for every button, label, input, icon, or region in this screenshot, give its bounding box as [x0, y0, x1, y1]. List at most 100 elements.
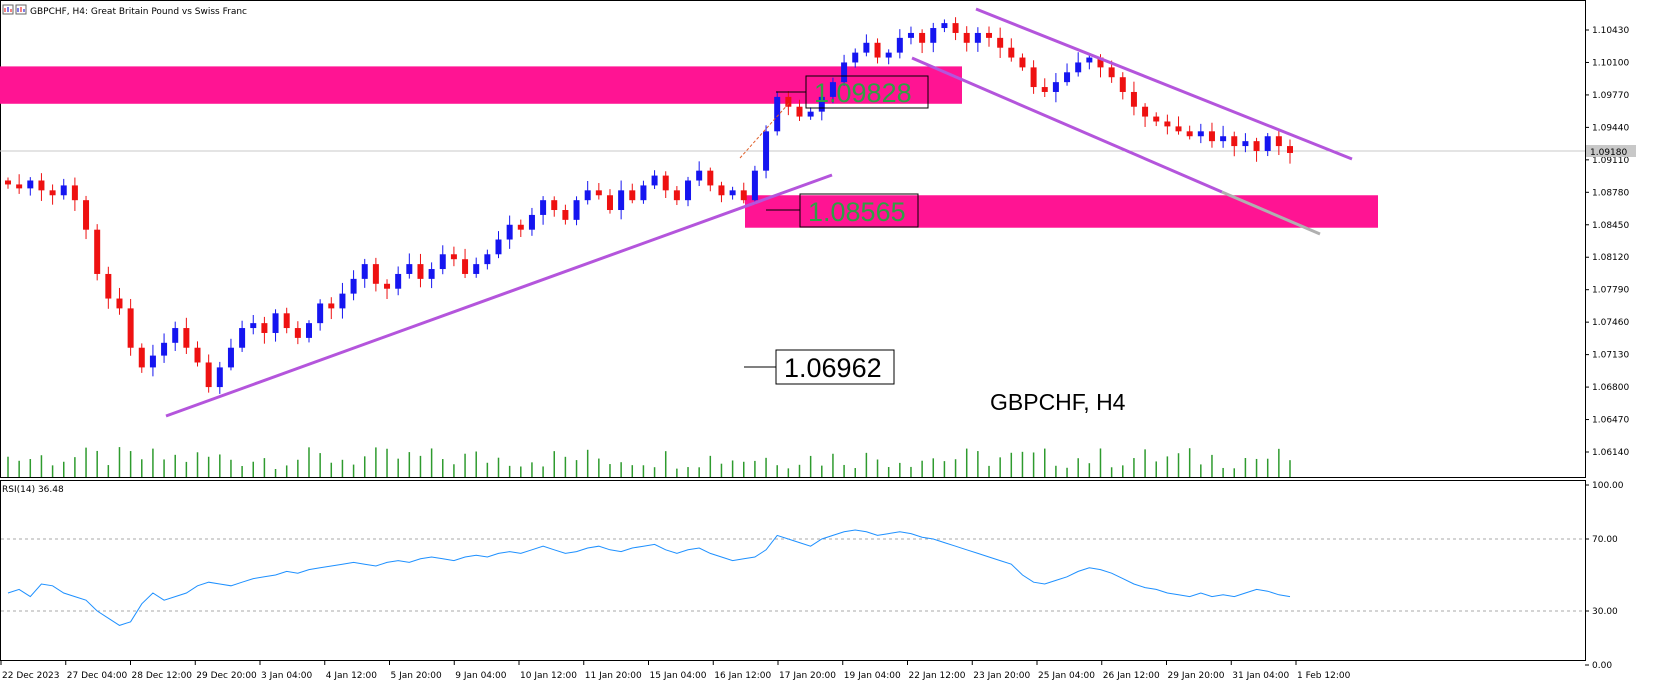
- chart-icon: [2, 4, 14, 15]
- candle-body: [216, 367, 223, 388]
- candle-body: [83, 200, 90, 230]
- price-label-3: 1.06962: [744, 349, 895, 385]
- y-tick-label: 1.09770: [1592, 91, 1629, 101]
- candle-body: [1153, 116, 1160, 122]
- chart-header: GBPCHF, H4: Great Britain Pound vs Swiss…: [2, 4, 247, 17]
- candle-body: [317, 303, 324, 324]
- candle-body: [484, 254, 491, 265]
- candle-body: [919, 32, 926, 43]
- candle-body: [194, 347, 201, 363]
- candle-body: [606, 195, 613, 211]
- candle-body: [863, 42, 870, 53]
- y-tick-label: 1.06800: [1592, 383, 1629, 393]
- y-tick-label: 1.09110: [1592, 156, 1629, 166]
- rsi-tick-label: 0.00: [1592, 661, 1612, 671]
- trendlines: [165, 7, 1353, 418]
- candle-body: [1086, 57, 1093, 63]
- candle-body: [785, 96, 792, 107]
- price-label-3-text: 1.06962: [784, 353, 882, 383]
- x-tick-label: 9 Jan 04:00: [455, 671, 507, 681]
- candle-body: [71, 185, 78, 201]
- candle-body: [651, 175, 658, 186]
- candle-body: [896, 37, 903, 53]
- candle-body: [406, 264, 413, 274]
- x-tick-label: 1 Feb 12:00: [1297, 671, 1351, 681]
- candle-body: [1119, 77, 1126, 92]
- candle-body: [763, 131, 770, 171]
- candle-body: [952, 23, 959, 33]
- y-tick-label: 1.07460: [1592, 318, 1629, 328]
- candle-body: [1175, 126, 1182, 132]
- candle-body: [540, 200, 547, 215]
- x-tick-label: 4 Jan 12:00: [326, 671, 378, 681]
- rsi-line: [7, 529, 1291, 626]
- candle-body: [272, 313, 279, 333]
- rsi-tick-label: 100.00: [1592, 481, 1624, 491]
- x-tick-label: 28 Dec 12:00: [132, 671, 193, 681]
- candle-body: [127, 308, 134, 348]
- candle-body: [885, 52, 892, 58]
- candle-body: [986, 32, 993, 38]
- candle-body: [428, 269, 435, 279]
- y-tick-label: 1.07790: [1592, 286, 1629, 296]
- candle-body: [450, 254, 457, 260]
- candle-body: [852, 52, 859, 63]
- x-tick-label: 29 Dec 20:00: [196, 671, 257, 681]
- x-tick-label: 22 Dec 2023: [2, 671, 60, 681]
- time-axis: 22 Dec 2023 27 Dec 04:00 28 Dec 12:00 29 De…: [0, 661, 1351, 681]
- candle-body: [250, 323, 257, 329]
- candle-body: [138, 347, 145, 368]
- candle-body: [551, 200, 558, 211]
- candle-body: [807, 111, 814, 117]
- channel-bottom-line: [911, 56, 1223, 194]
- candle-body: [1242, 141, 1249, 147]
- candle-body: [685, 180, 692, 201]
- candle-body: [629, 190, 636, 201]
- candle-body: [562, 210, 569, 220]
- candle-body: [974, 32, 981, 43]
- y-tick-label: 1.10100: [1592, 58, 1629, 68]
- candle-body: [528, 214, 535, 230]
- candle-body: [439, 254, 446, 270]
- rsi-label: RSI(14) 36.48: [2, 485, 64, 495]
- chart-title: GBPCHF, H4: Great Britain Pound vs Swiss…: [30, 7, 247, 17]
- candle-body: [473, 264, 480, 274]
- candle-body: [49, 190, 56, 196]
- candle-body: [1253, 141, 1260, 151]
- candles: [5, 17, 1293, 394]
- candle-body: [1019, 57, 1026, 68]
- price-label-1-text: 1.09828: [814, 78, 912, 108]
- candle-body: [417, 264, 424, 279]
- candle-body: [239, 328, 246, 348]
- y-tick-label: 1.06470: [1592, 416, 1629, 426]
- candle-body: [729, 190, 736, 196]
- candle-body: [183, 328, 190, 348]
- candle-body: [1220, 136, 1227, 142]
- x-tick-label: 16 Jan 12:00: [714, 671, 771, 681]
- candle-body: [105, 273, 112, 299]
- candle-body: [1097, 57, 1104, 68]
- candle-body: [696, 170, 703, 181]
- x-tick-label: 27 Dec 04:00: [67, 671, 128, 681]
- candle-body: [1164, 121, 1171, 127]
- candle-body: [305, 323, 312, 338]
- candle-body: [328, 303, 335, 309]
- candle-body: [1064, 72, 1071, 83]
- symbol-watermark: GBPCHF, H4: [990, 389, 1126, 415]
- candle-body: [1075, 62, 1082, 73]
- price-label-2-text: 1.08565: [808, 197, 906, 227]
- price-axis: 1.10430 1.10100 1.09770 1.09440 1.09110 1.087…: [1585, 26, 1629, 458]
- candle-body: [1008, 47, 1015, 58]
- candle-body: [161, 342, 168, 356]
- candle-body: [1264, 136, 1271, 151]
- x-tick-label: 11 Jan 20:00: [585, 671, 642, 681]
- price-label-2: 1.08565: [766, 193, 919, 228]
- candle-body: [874, 42, 881, 58]
- chart-icon-2: [15, 4, 27, 15]
- candle-body: [841, 62, 848, 83]
- candle-body: [618, 190, 625, 211]
- x-tick-label: 19 Jan 04:00: [844, 671, 901, 681]
- y-tick-label: 1.09440: [1592, 123, 1629, 133]
- candle-body: [1052, 82, 1059, 92]
- candle-body: [1197, 131, 1204, 137]
